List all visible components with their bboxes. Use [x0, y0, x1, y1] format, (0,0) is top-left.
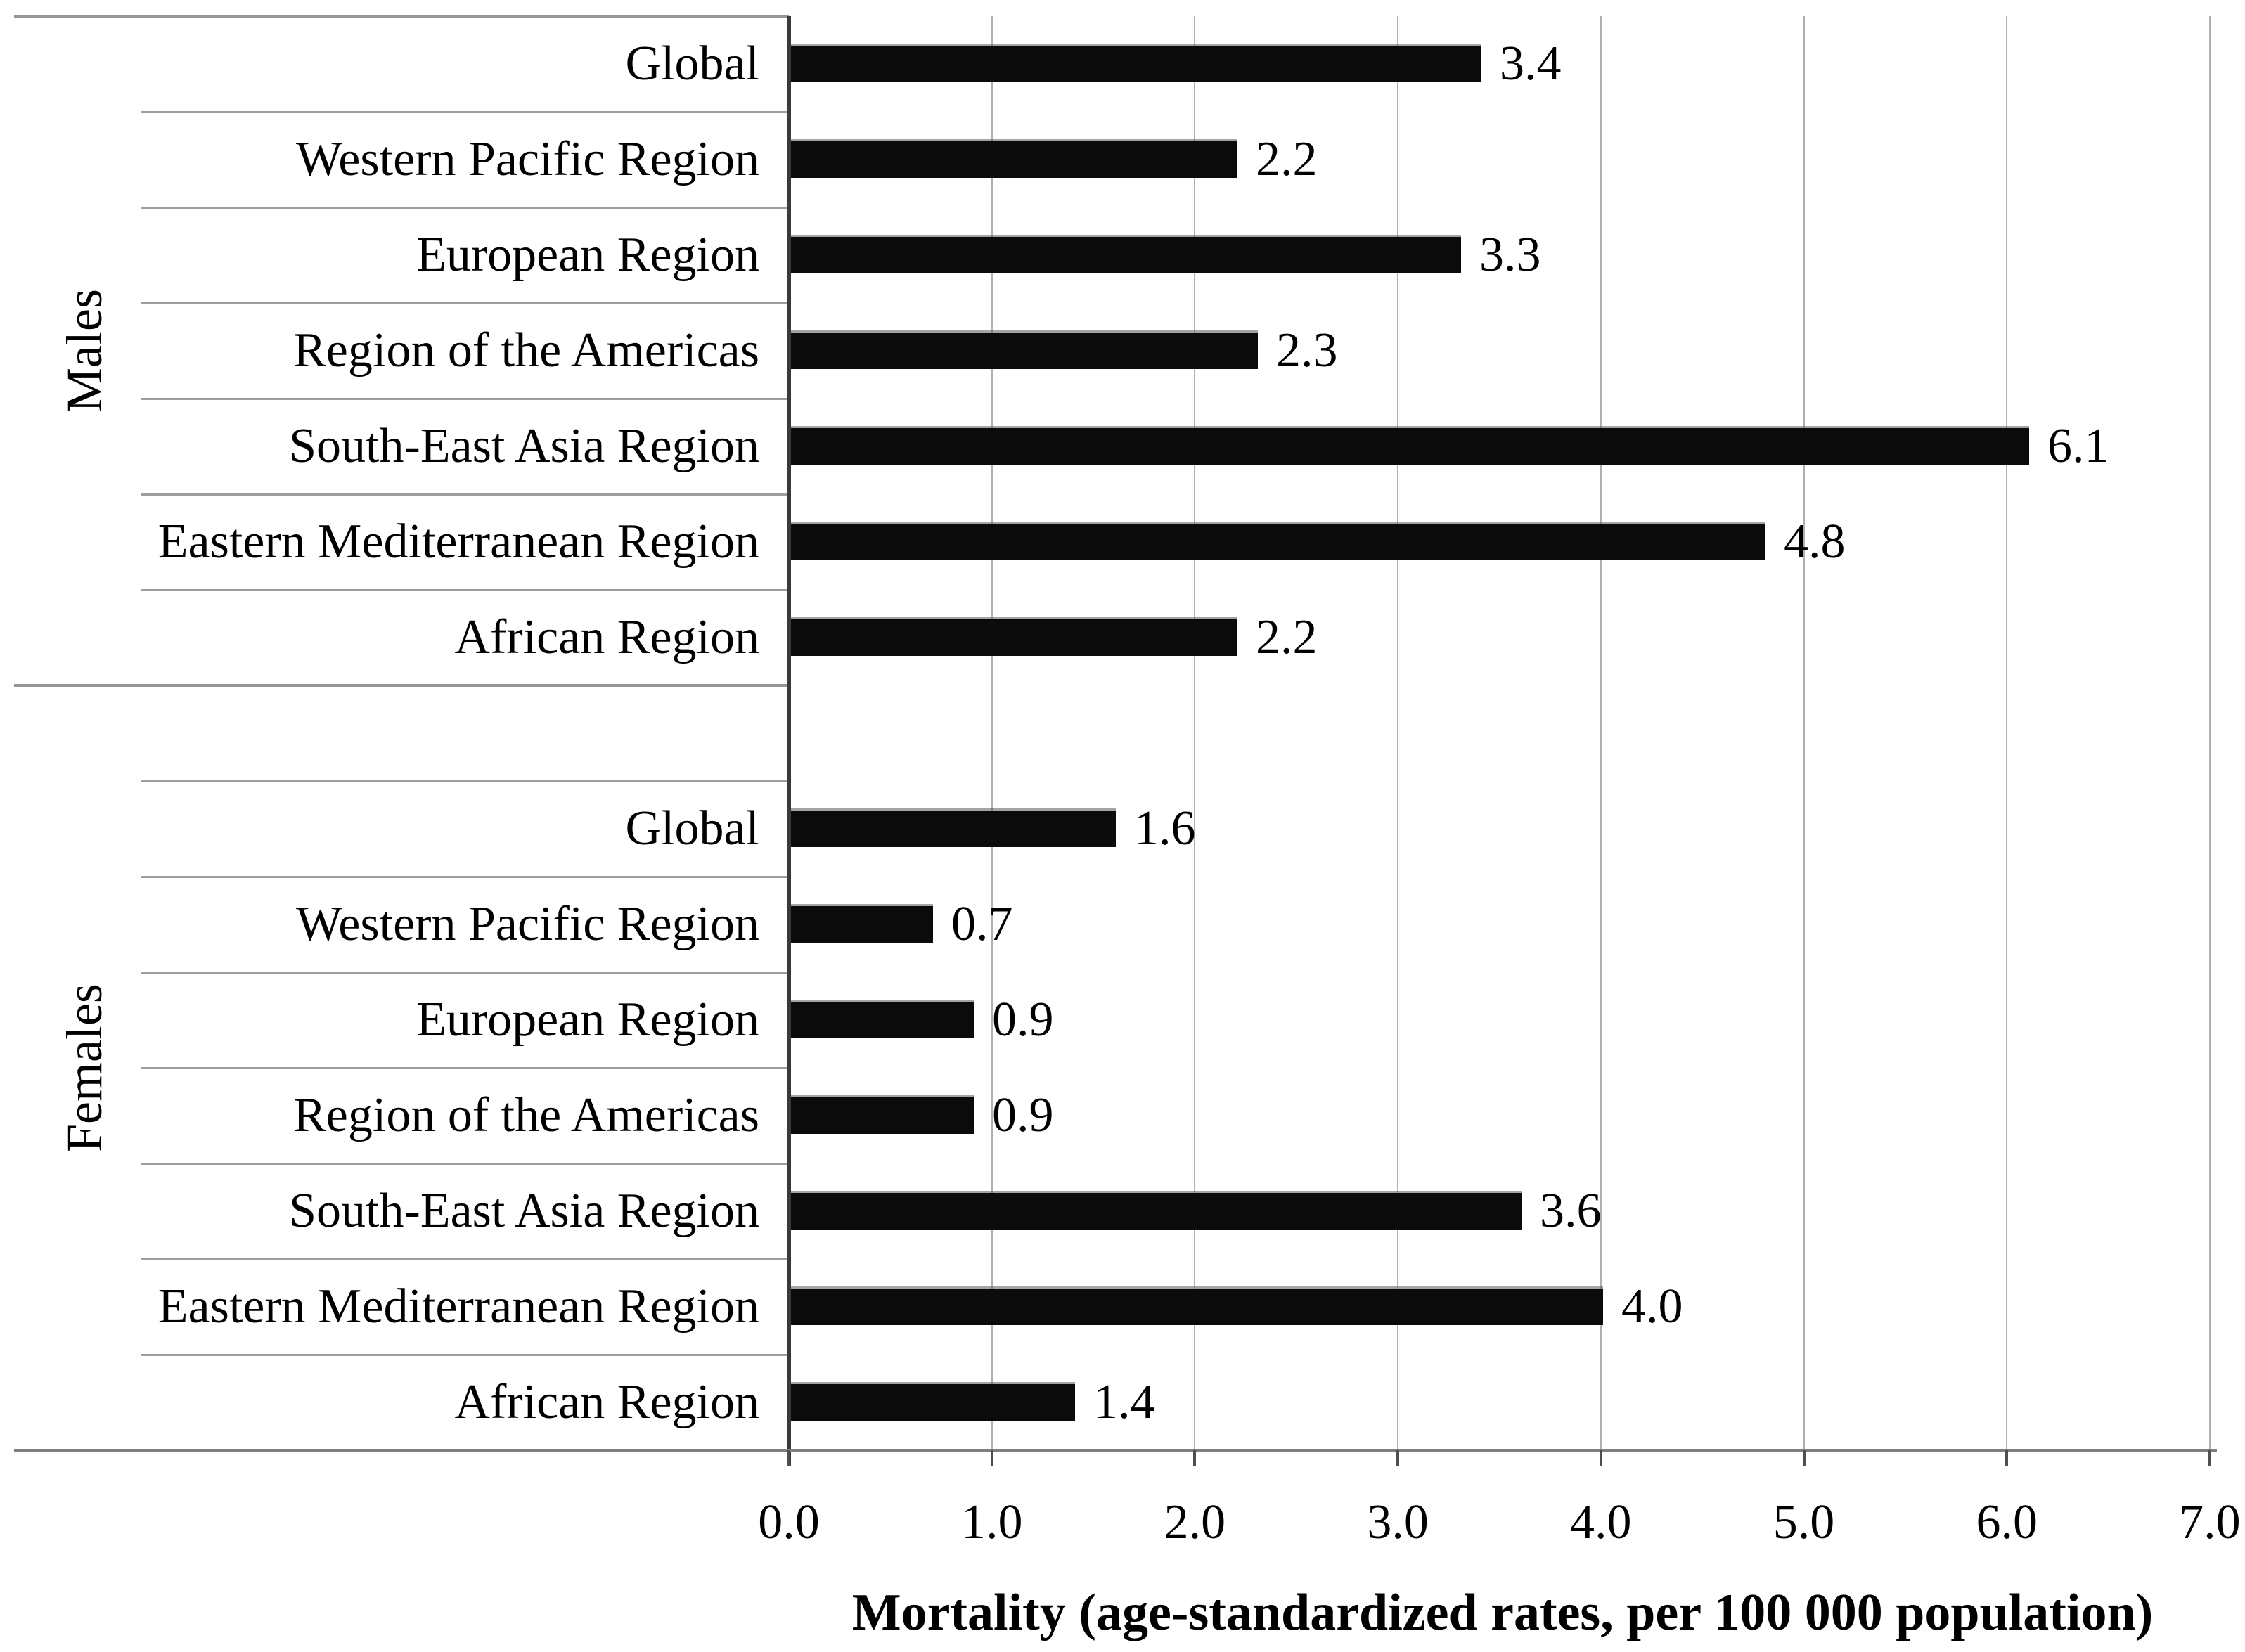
row-divider: [141, 876, 789, 878]
x-axis-title: Mortality (age-standardized rates, per 1…: [851, 1584, 2154, 1641]
row-divider: [141, 398, 789, 400]
category-label: European Region: [416, 228, 759, 282]
row-divider: [141, 972, 789, 974]
bar: [791, 1002, 974, 1038]
category-label: Western Pacific Region: [295, 897, 759, 951]
category-label: Eastern Mediterranean Region: [157, 515, 759, 569]
group-divider: [14, 684, 789, 687]
axis-tick: [1802, 1450, 1806, 1466]
axis-tick: [1193, 1450, 1197, 1466]
bar-value-label: 1.4: [1093, 1375, 1155, 1429]
axis-tick: [787, 1450, 790, 1466]
category-label: Global: [625, 801, 759, 856]
category-label: Region of the Americas: [293, 1088, 759, 1142]
bar-value-label: 0.9: [992, 993, 1054, 1047]
category-label: African Region: [454, 610, 759, 664]
row-divider: [141, 1067, 789, 1069]
category-label: Eastern Mediterranean Region: [157, 1279, 759, 1334]
bar-value-label: 2.2: [1256, 132, 1318, 186]
bar: [791, 237, 1461, 273]
axis-tick: [2005, 1450, 2009, 1466]
bar-value-label: 6.1: [2047, 419, 2109, 473]
bar-value-label: 4.0: [1621, 1279, 1683, 1334]
bar-value-label: 3.4: [1500, 37, 1562, 91]
group-divider: [14, 15, 789, 18]
bar: [791, 1193, 1522, 1230]
bar: [791, 524, 1765, 560]
row-divider: [141, 780, 789, 782]
category-label: Global: [625, 37, 759, 91]
category-label: Region of the Americas: [293, 323, 759, 377]
bar: [791, 333, 1258, 369]
bar: [791, 141, 1237, 178]
gridline: [1397, 16, 1399, 1450]
bar: [791, 1289, 1603, 1325]
gridline: [991, 16, 993, 1450]
category-label: South-East Asia Region: [289, 1184, 759, 1238]
bar: [791, 428, 2029, 465]
row-divider: [141, 1163, 789, 1165]
row-divider: [141, 302, 789, 304]
axis-tick: [2208, 1450, 2211, 1466]
row-divider: [141, 207, 789, 209]
axis-tick: [1599, 1450, 1602, 1466]
bar-value-label: 2.3: [1276, 323, 1338, 377]
category-label: European Region: [416, 993, 759, 1047]
bar-value-label: 2.2: [1256, 610, 1318, 664]
bar-value-label: 3.3: [1479, 228, 1541, 282]
bar: [791, 906, 933, 943]
bar: [791, 1097, 974, 1134]
x-tick-label: 1.0: [960, 1495, 1023, 1549]
row-divider: [141, 589, 789, 591]
gridline: [1600, 16, 1602, 1450]
bar: [791, 811, 1116, 847]
row-divider: [141, 1354, 789, 1356]
x-tick-label: 6.0: [1976, 1495, 2038, 1549]
category-label: South-East Asia Region: [289, 419, 759, 473]
bar-value-label: 0.7: [951, 897, 1013, 951]
gridline: [1803, 16, 1805, 1450]
row-divider: [141, 493, 789, 496]
group-label-females: Females: [56, 983, 112, 1152]
row-divider: [141, 111, 789, 113]
bar-value-label: 3.6: [1540, 1184, 1602, 1238]
category-label: Western Pacific Region: [295, 132, 759, 186]
bar-value-label: 0.9: [992, 1088, 1054, 1142]
x-tick-label: 7.0: [2179, 1495, 2241, 1549]
bar: [791, 619, 1237, 656]
bar-value-label: 1.6: [1134, 801, 1196, 856]
gridline: [2006, 16, 2008, 1450]
bar: [791, 1384, 1075, 1421]
x-axis-line: [14, 1449, 2217, 1452]
bar: [791, 46, 1481, 82]
bar-value-label: 4.8: [1784, 515, 1846, 569]
category-label: African Region: [454, 1375, 759, 1429]
x-tick-label: 2.0: [1164, 1495, 1226, 1549]
axis-tick: [990, 1450, 993, 1466]
x-tick-label: 0.0: [758, 1495, 820, 1549]
row-divider: [141, 1258, 789, 1260]
x-tick-label: 4.0: [1570, 1495, 1632, 1549]
x-tick-label: 3.0: [1367, 1495, 1429, 1549]
group-label-males: Males: [56, 289, 112, 413]
x-tick-label: 5.0: [1773, 1495, 1835, 1549]
gridline: [1194, 16, 1196, 1450]
category-axis-line: [787, 16, 791, 1466]
axis-tick: [1396, 1450, 1400, 1466]
gridline: [2208, 16, 2211, 1450]
